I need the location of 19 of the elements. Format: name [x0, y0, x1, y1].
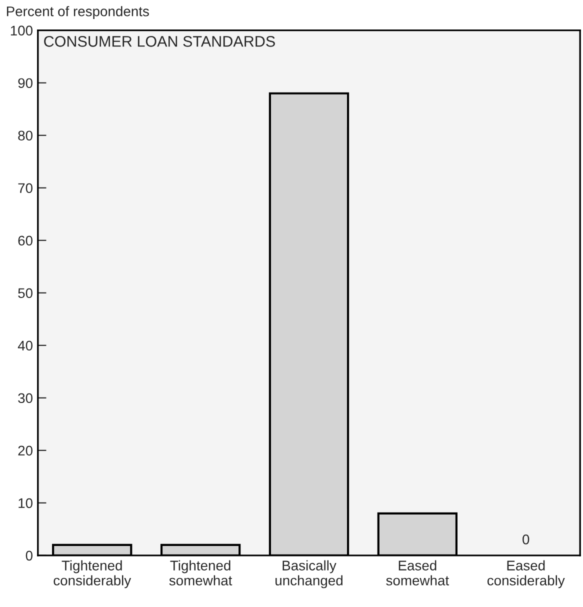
chart-title: CONSUMER LOAN STANDARDS	[44, 36, 275, 47]
y-tick-label: 80	[18, 130, 32, 141]
x-tick-label: Basically unchanged	[276, 560, 342, 588]
data-label: 0	[522, 534, 530, 544]
y-tick-label: 50	[18, 288, 32, 298]
y-tick-label: 60	[18, 236, 32, 246]
x-tick-label: Tightened considerably	[54, 560, 132, 588]
x-tick-label: Eased considerably	[487, 560, 565, 588]
y-tick-label: 30	[18, 393, 32, 404]
y-tick-label: 0	[26, 550, 32, 561]
y-tick-label: 90	[18, 78, 32, 88]
x-tick-label: Tightened somewhat	[169, 560, 232, 586]
y-tick-label: 10	[18, 498, 32, 508]
y-tick-label: 20	[18, 446, 32, 456]
y-tick-label: 70	[18, 183, 32, 194]
y-axis-title: Percent of respondents	[6, 6, 149, 20]
y-tick-label: 40	[18, 340, 32, 351]
x-tick-label: Eased somewhat	[386, 560, 449, 586]
y-tick-label: 100	[10, 26, 32, 36]
